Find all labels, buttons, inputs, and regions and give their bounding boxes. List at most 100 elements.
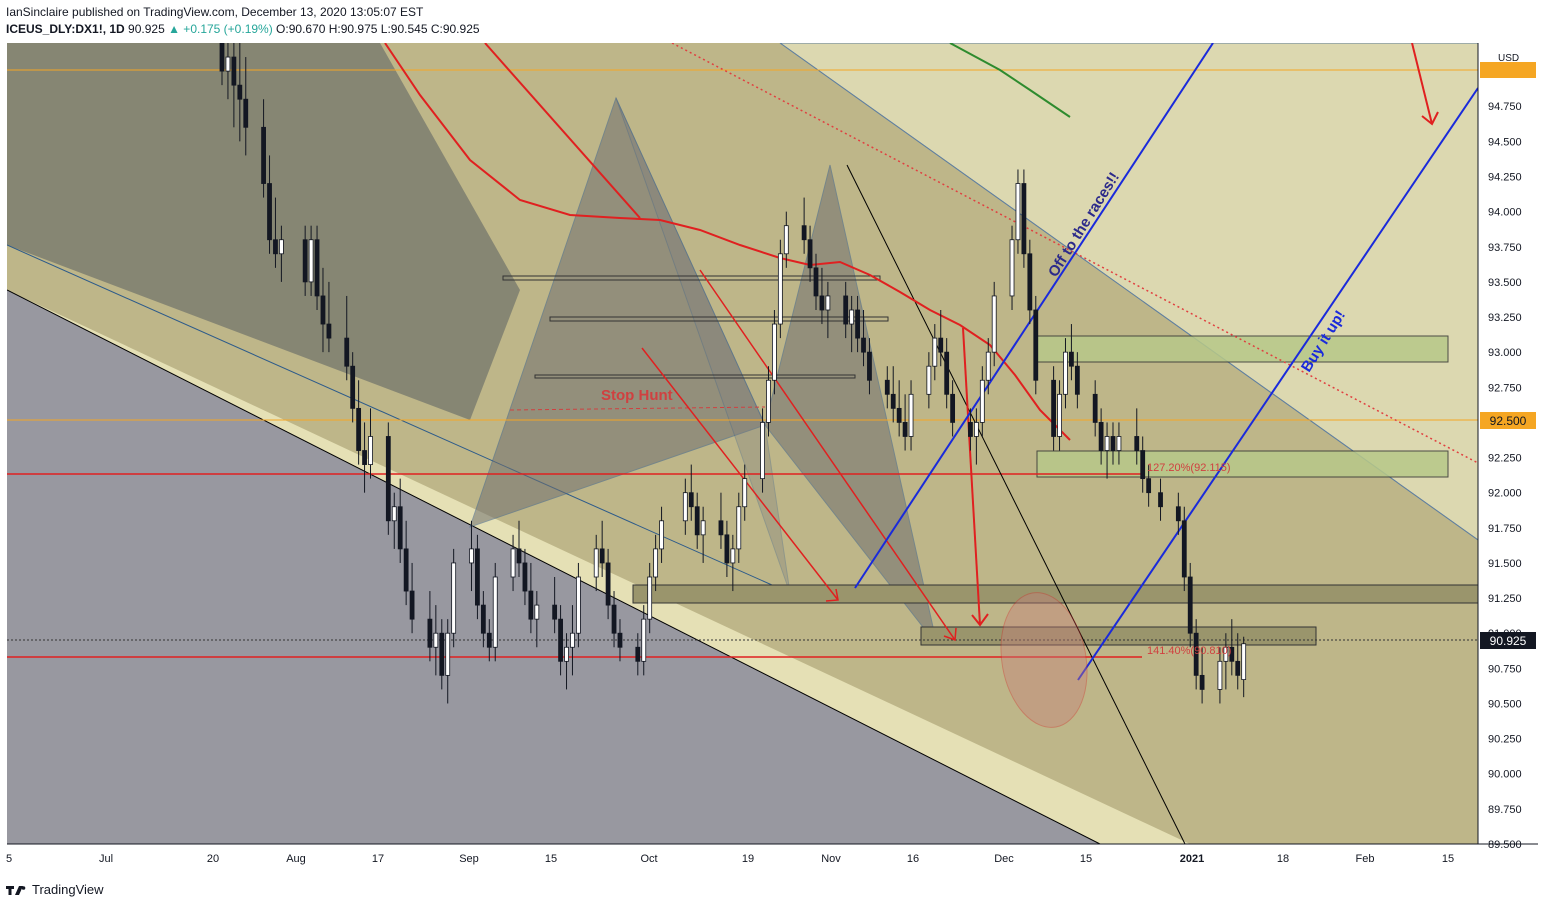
candle (772, 310, 777, 395)
candle-body (1033, 309, 1039, 381)
y-tick-label: 90.500 (1488, 698, 1522, 710)
candle-body (231, 56, 237, 86)
candle-body (766, 379, 771, 423)
candle (730, 534, 736, 592)
candle (486, 619, 492, 662)
candle-body (867, 351, 872, 381)
candle-body (314, 239, 320, 297)
candle-body (326, 323, 332, 339)
candle (314, 225, 320, 310)
price-axis[interactable] (1478, 43, 1538, 844)
candle (516, 520, 522, 577)
candle (237, 43, 243, 142)
candle-body (350, 365, 356, 409)
candle (944, 338, 950, 409)
candle-body (777, 253, 783, 325)
candle (267, 155, 272, 254)
y-tick-label: 89.500 (1488, 839, 1522, 851)
candle-body (1098, 422, 1104, 451)
candle (1241, 636, 1247, 698)
candle-body (1199, 674, 1205, 690)
candle-body (451, 562, 457, 634)
arrow-down-3 (962, 327, 989, 627)
candle-body (1110, 436, 1116, 451)
candle (849, 295, 855, 353)
candle (1134, 408, 1140, 465)
candle-body (647, 576, 653, 620)
candle (320, 267, 326, 353)
candle-body (890, 393, 896, 409)
candle (611, 591, 617, 648)
candle-body (950, 393, 956, 423)
candle-body (724, 534, 730, 564)
candle-body (700, 520, 706, 536)
candles-layer (219, 43, 1247, 704)
pattern-triangle-mid (615, 97, 791, 594)
candle (391, 492, 397, 549)
zone-box-3 (534, 374, 856, 379)
candle (403, 520, 409, 606)
candle-body (397, 506, 403, 550)
candle-body (635, 646, 641, 662)
blue-trendline-2 (1077, 87, 1478, 681)
candle (564, 633, 569, 690)
candle (1217, 647, 1223, 704)
candle (938, 310, 944, 367)
y-tick-label: 94.500 (1488, 136, 1522, 148)
candle-body (855, 309, 860, 339)
candle (950, 380, 956, 437)
zone-box-1 (502, 275, 881, 281)
candle (902, 394, 908, 451)
candle-body (1193, 632, 1199, 676)
candle (647, 562, 653, 634)
y-tick-label: 93.500 (1488, 277, 1522, 289)
candle (890, 366, 896, 423)
candle (766, 366, 771, 437)
candle (682, 478, 688, 535)
candle-body (362, 450, 367, 465)
candle (1021, 169, 1027, 268)
candle-body (1069, 351, 1074, 367)
y-tick-label: 93.750 (1488, 242, 1522, 254)
fib-141-label: 141.40%(90.810) (1147, 645, 1231, 657)
candle (760, 408, 765, 493)
candle-body (1009, 239, 1015, 297)
candle (1015, 169, 1021, 254)
candle-body (1116, 436, 1122, 451)
candle (659, 506, 664, 563)
x-tick-label: Jul (99, 853, 113, 865)
candle-body (599, 548, 605, 564)
y-tick-label: 91.750 (1488, 523, 1522, 535)
candle (985, 338, 991, 395)
candle-body (1092, 393, 1098, 423)
y-tick-label: 90.250 (1488, 734, 1522, 746)
ohlc-values: O:90.670 H:90.975 L:90.545 C:90.925 (276, 22, 480, 36)
candle-body (1140, 450, 1146, 480)
candle-body (682, 492, 688, 522)
arrow-down-4 (1411, 43, 1439, 126)
candle-body (225, 56, 231, 72)
currency-label: USD (1498, 53, 1519, 64)
candle (1116, 422, 1122, 465)
candle-body (991, 295, 997, 353)
y-tick-label: 91.500 (1488, 558, 1522, 570)
candle-body (1134, 436, 1140, 451)
candle-body (807, 239, 813, 269)
time-axis[interactable] (7, 844, 1478, 872)
candle (409, 562, 415, 634)
price-change: ▲ +0.175 (+0.19%) (168, 22, 273, 36)
candle (385, 422, 391, 535)
last-price-tag-bg (1480, 632, 1536, 649)
candle-body (1229, 646, 1235, 662)
candle-body (760, 422, 765, 480)
candle-body (1217, 660, 1223, 690)
candle (718, 492, 724, 549)
candle (522, 548, 528, 606)
candle (688, 464, 694, 521)
candle-body (278, 239, 284, 255)
x-tick-label: 16 (907, 853, 919, 865)
candle (397, 478, 403, 563)
ma-green-line (949, 43, 1071, 118)
y-tick-label: 94.250 (1488, 172, 1522, 184)
